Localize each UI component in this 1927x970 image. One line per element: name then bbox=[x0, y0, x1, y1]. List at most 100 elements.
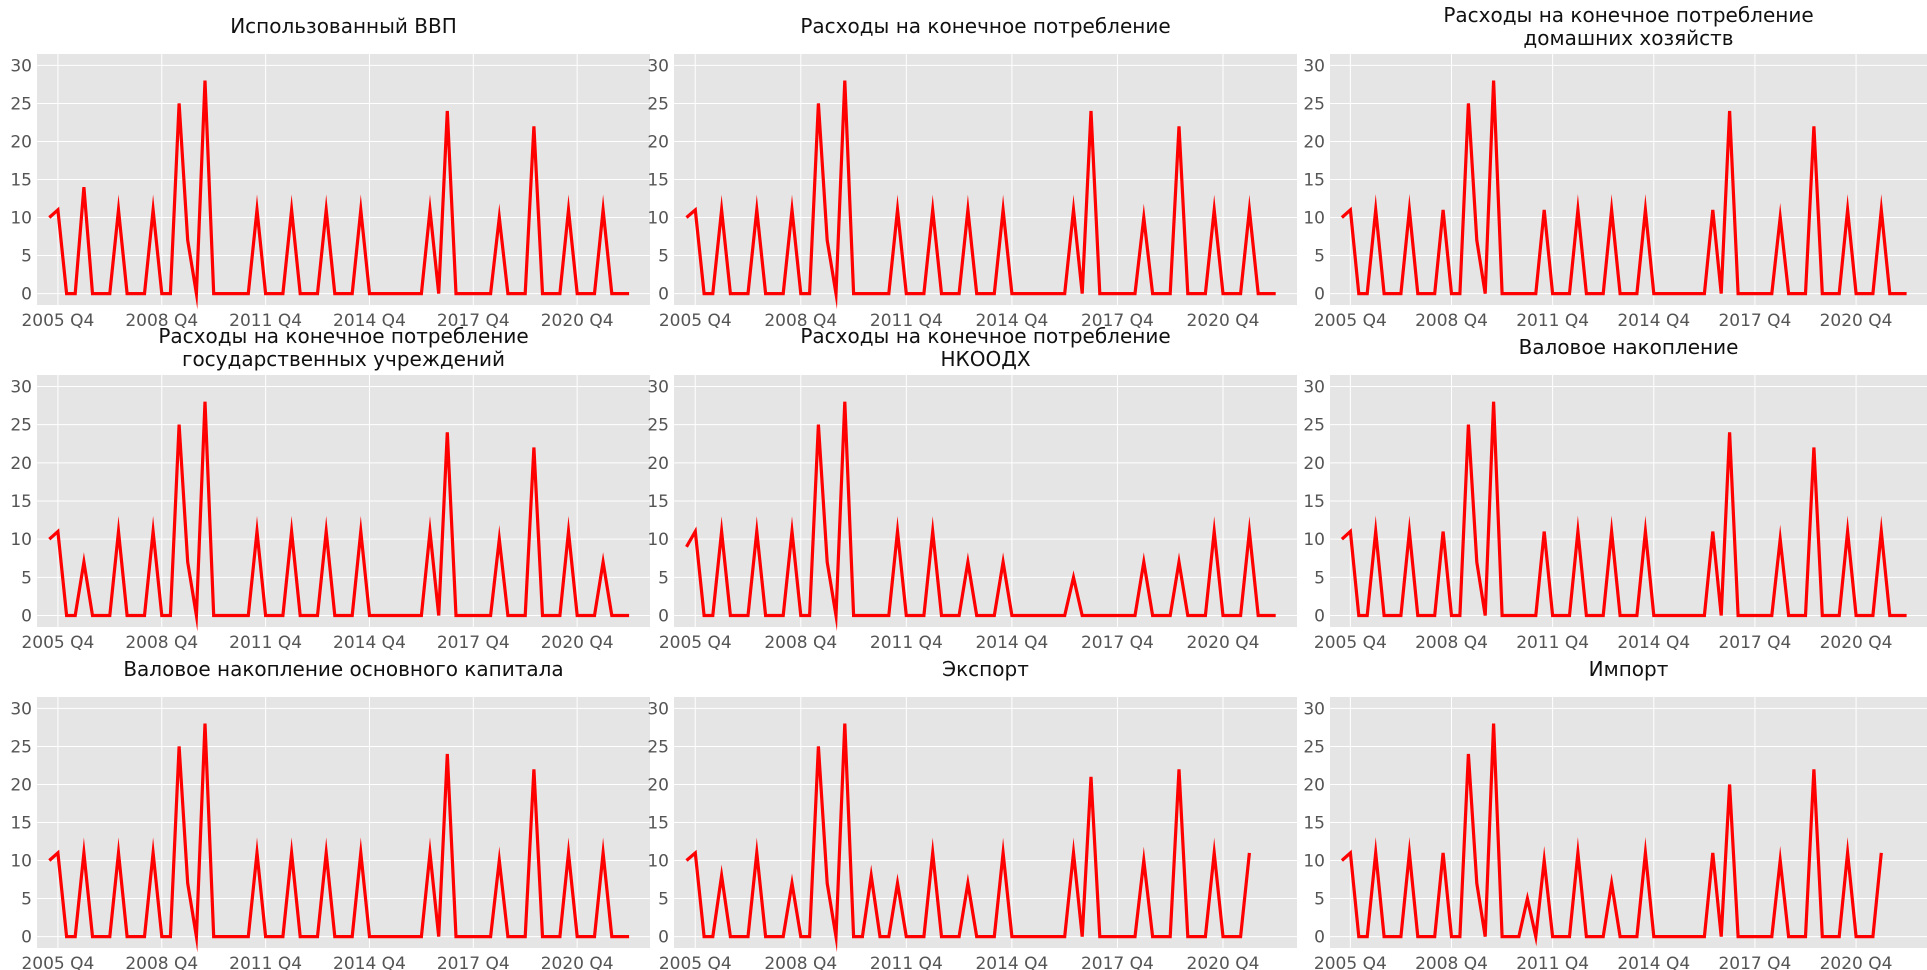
y-tick-label: 10 bbox=[1303, 209, 1325, 229]
y-tick-label: 20 bbox=[10, 132, 32, 152]
y-tick-label: 20 bbox=[10, 775, 32, 795]
y-tick-label: 5 bbox=[21, 890, 32, 910]
y-tick-label: 5 bbox=[21, 247, 32, 267]
y-tick-label: 25 bbox=[647, 737, 669, 757]
x-tick-label: 2011 Q4 bbox=[1516, 311, 1589, 331]
y-tick-label: 15 bbox=[1303, 171, 1325, 191]
subplot-title: НКООДХ bbox=[940, 347, 1030, 371]
y-tick-label: 0 bbox=[1314, 607, 1325, 627]
y-tick-label: 15 bbox=[10, 814, 32, 834]
x-tick-label: 2005 Q4 bbox=[1314, 954, 1387, 970]
x-tick-label: 2020 Q4 bbox=[1820, 633, 1893, 653]
y-tick-label: 10 bbox=[10, 852, 32, 872]
x-tick-label: 2014 Q4 bbox=[975, 954, 1048, 970]
x-tick-label: 2017 Q4 bbox=[1718, 311, 1791, 331]
x-tick-label: 2014 Q4 bbox=[1617, 311, 1690, 331]
x-tick-label: 2008 Q4 bbox=[125, 954, 198, 970]
series-line bbox=[48, 401, 630, 632]
x-tick-label: 2017 Q4 bbox=[1718, 954, 1791, 970]
x-tick-label: 2008 Q4 bbox=[1415, 633, 1488, 653]
y-tick-label: 5 bbox=[1314, 568, 1325, 588]
y-tick-label: 25 bbox=[1303, 94, 1325, 114]
y-tick-label: 30 bbox=[1303, 56, 1325, 76]
y-tick-label: 25 bbox=[10, 94, 32, 114]
y-tick-label: 30 bbox=[1303, 377, 1325, 397]
series-line bbox=[1340, 723, 1883, 947]
series-line bbox=[1340, 80, 1907, 296]
x-tick-label: 2008 Q4 bbox=[125, 311, 198, 331]
y-tick-label: 5 bbox=[658, 247, 669, 267]
y-tick-label: 0 bbox=[1314, 285, 1325, 305]
x-tick-label: 2020 Q4 bbox=[1820, 954, 1893, 970]
x-tick-label: 2020 Q4 bbox=[541, 954, 614, 970]
y-tick-label: 30 bbox=[647, 56, 669, 76]
subplot-title: Импорт bbox=[1589, 657, 1669, 681]
x-tick-label: 2011 Q4 bbox=[229, 311, 302, 331]
x-tick-label: 2017 Q4 bbox=[437, 633, 510, 653]
y-tick-label: 0 bbox=[658, 928, 669, 948]
x-tick-label: 2011 Q4 bbox=[870, 954, 943, 970]
y-tick-label: 30 bbox=[1303, 699, 1325, 719]
y-tick-label: 15 bbox=[10, 171, 32, 191]
subplot-title: Расходы на конечное потребление bbox=[158, 324, 528, 348]
x-tick-label: 2017 Q4 bbox=[1081, 633, 1154, 653]
x-tick-label: 2020 Q4 bbox=[541, 311, 614, 331]
subplot-4: 0 5 10 15 20 25 30 2005 Q4 2008 Q4 2011 Q4 2014 Q4… bbox=[10, 324, 650, 653]
series-line bbox=[685, 80, 1276, 310]
y-tick-label: 0 bbox=[1314, 928, 1325, 948]
subplot-1: 0 5 10 15 20 25 30 2005 Q4 2008 Q4 2011 Q4 2014 Q4… bbox=[10, 14, 650, 331]
y-tick-label: 10 bbox=[647, 852, 669, 872]
series-line bbox=[48, 723, 630, 953]
x-tick-label: 2020 Q4 bbox=[1187, 311, 1260, 331]
y-tick-label: 0 bbox=[21, 285, 32, 305]
y-tick-label: 25 bbox=[10, 416, 32, 436]
y-tick-label: 10 bbox=[647, 530, 669, 550]
x-tick-label: 2005 Q4 bbox=[21, 954, 94, 970]
subplot-5: 0 5 10 15 20 25 30 2005 Q4 2008 Q4 2011 Q4 2014 Q4… bbox=[647, 324, 1297, 653]
y-tick-label: 20 bbox=[647, 132, 669, 152]
subplot-title: Расходы на конечное потребление bbox=[1443, 3, 1813, 27]
y-tick-label: 10 bbox=[10, 209, 32, 229]
subplot-title: домашних хозяйств bbox=[1523, 26, 1733, 50]
x-tick-label: 2011 Q4 bbox=[229, 633, 302, 653]
x-tick-label: 2005 Q4 bbox=[21, 633, 94, 653]
x-tick-label: 2014 Q4 bbox=[333, 633, 406, 653]
y-tick-label: 10 bbox=[647, 209, 669, 229]
subplot-title: Использованный ВВП bbox=[230, 14, 457, 38]
subplot-3: 0 5 10 15 20 25 30 2005 Q4 2008 Q4 2011 Q4 2014 Q4… bbox=[1303, 3, 1927, 331]
x-tick-label: 2005 Q4 bbox=[1314, 633, 1387, 653]
y-tick-label: 15 bbox=[647, 814, 669, 834]
series-line bbox=[48, 80, 630, 310]
subplot-9: 0 5 10 15 20 25 30 2005 Q4 2008 Q4 2011 Q4 2014 Q4… bbox=[1303, 657, 1927, 970]
x-tick-label: 2005 Q4 bbox=[659, 954, 732, 970]
subplot-title: Расходы на конечное потребление bbox=[800, 324, 1170, 348]
y-tick-label: 5 bbox=[1314, 247, 1325, 267]
x-tick-label: 2005 Q4 bbox=[1314, 311, 1387, 331]
y-tick-label: 5 bbox=[658, 568, 669, 588]
subplot-2: 0 5 10 15 20 25 30 2005 Q4 2008 Q4 2011 Q4 2014 Q4… bbox=[647, 14, 1297, 331]
y-tick-label: 15 bbox=[647, 171, 669, 191]
y-tick-label: 15 bbox=[647, 492, 669, 512]
series-line bbox=[1340, 401, 1907, 618]
y-tick-label: 30 bbox=[647, 699, 669, 719]
y-tick-label: 30 bbox=[10, 56, 32, 76]
y-tick-label: 10 bbox=[1303, 852, 1325, 872]
x-tick-label: 2011 Q4 bbox=[229, 954, 302, 970]
x-tick-label: 2020 Q4 bbox=[1187, 633, 1260, 653]
y-tick-label: 25 bbox=[1303, 416, 1325, 436]
y-tick-label: 0 bbox=[658, 607, 669, 627]
series-line bbox=[685, 723, 1251, 953]
y-tick-label: 0 bbox=[658, 285, 669, 305]
x-tick-label: 2017 Q4 bbox=[1718, 633, 1791, 653]
subplot-6: 0 5 10 15 20 25 30 2005 Q4 2008 Q4 2011 Q4 2014 Q4… bbox=[1303, 335, 1927, 653]
y-tick-label: 0 bbox=[21, 928, 32, 948]
y-tick-label: 5 bbox=[21, 568, 32, 588]
y-tick-label: 30 bbox=[647, 377, 669, 397]
x-tick-label: 2008 Q4 bbox=[125, 633, 198, 653]
x-tick-label: 2014 Q4 bbox=[333, 954, 406, 970]
y-tick-label: 20 bbox=[1303, 132, 1325, 152]
y-tick-label: 0 bbox=[21, 607, 32, 627]
x-tick-label: 2017 Q4 bbox=[437, 311, 510, 331]
y-tick-label: 20 bbox=[647, 775, 669, 795]
y-tick-label: 30 bbox=[10, 699, 32, 719]
